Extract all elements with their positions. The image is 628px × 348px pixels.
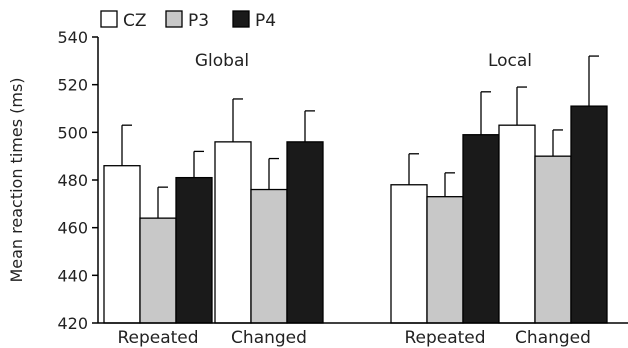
y-tick-label-420: 420	[57, 314, 88, 333]
legend-label-cz: CZ	[123, 11, 147, 31]
legend-label-p4: P4	[255, 11, 276, 31]
legend-swatch-p3	[165, 10, 183, 28]
bar-global-changed-p3	[250, 188, 288, 324]
bar-local-repeated-p3	[426, 196, 464, 324]
bars: Global Local	[103, 51, 608, 324]
legend-swatch-cz	[100, 10, 118, 28]
x-category-label-global-repeated: Repeated	[117, 328, 198, 348]
y-axis: 420 440 460 480 500 520 540	[57, 28, 99, 333]
y-tick-label-440: 440	[57, 266, 88, 285]
x-category-label-global-changed: Changed	[231, 328, 307, 348]
panel-label-global: Global	[195, 51, 249, 71]
bar-global-changed-cz	[214, 141, 252, 324]
y-tick-label-500: 500	[57, 123, 88, 142]
y-tick-label-540: 540	[57, 28, 88, 47]
bar-local-repeated-cz	[390, 184, 428, 324]
legend-swatch-p4	[232, 10, 250, 28]
y-tick-label-520: 520	[57, 76, 88, 95]
y-tick-label-480: 480	[57, 171, 88, 190]
bar-global-repeated-p3	[139, 217, 177, 324]
x-category-label-local-repeated: Repeated	[404, 328, 485, 348]
x-axis: Repeated Changed Repeated Changed	[98, 322, 628, 348]
panel-label-local: Local	[488, 51, 532, 71]
x-category-label-local-changed: Changed	[515, 328, 591, 348]
legend-label-p3: P3	[188, 11, 209, 31]
bar-local-changed-cz	[498, 124, 536, 324]
y-axis-label: Mean reaction times (ms)	[7, 77, 26, 282]
bar-local-changed-p3	[534, 155, 572, 324]
bar-global-repeated-p4	[175, 176, 213, 324]
legend: CZ P3 P4	[100, 10, 276, 31]
bar-global-repeated-cz	[103, 165, 141, 324]
bar-local-changed-p4	[570, 105, 608, 324]
bar-global-changed-p4	[286, 141, 324, 324]
bar-local-repeated-p4	[462, 134, 500, 324]
y-tick-label-460: 460	[57, 219, 88, 238]
